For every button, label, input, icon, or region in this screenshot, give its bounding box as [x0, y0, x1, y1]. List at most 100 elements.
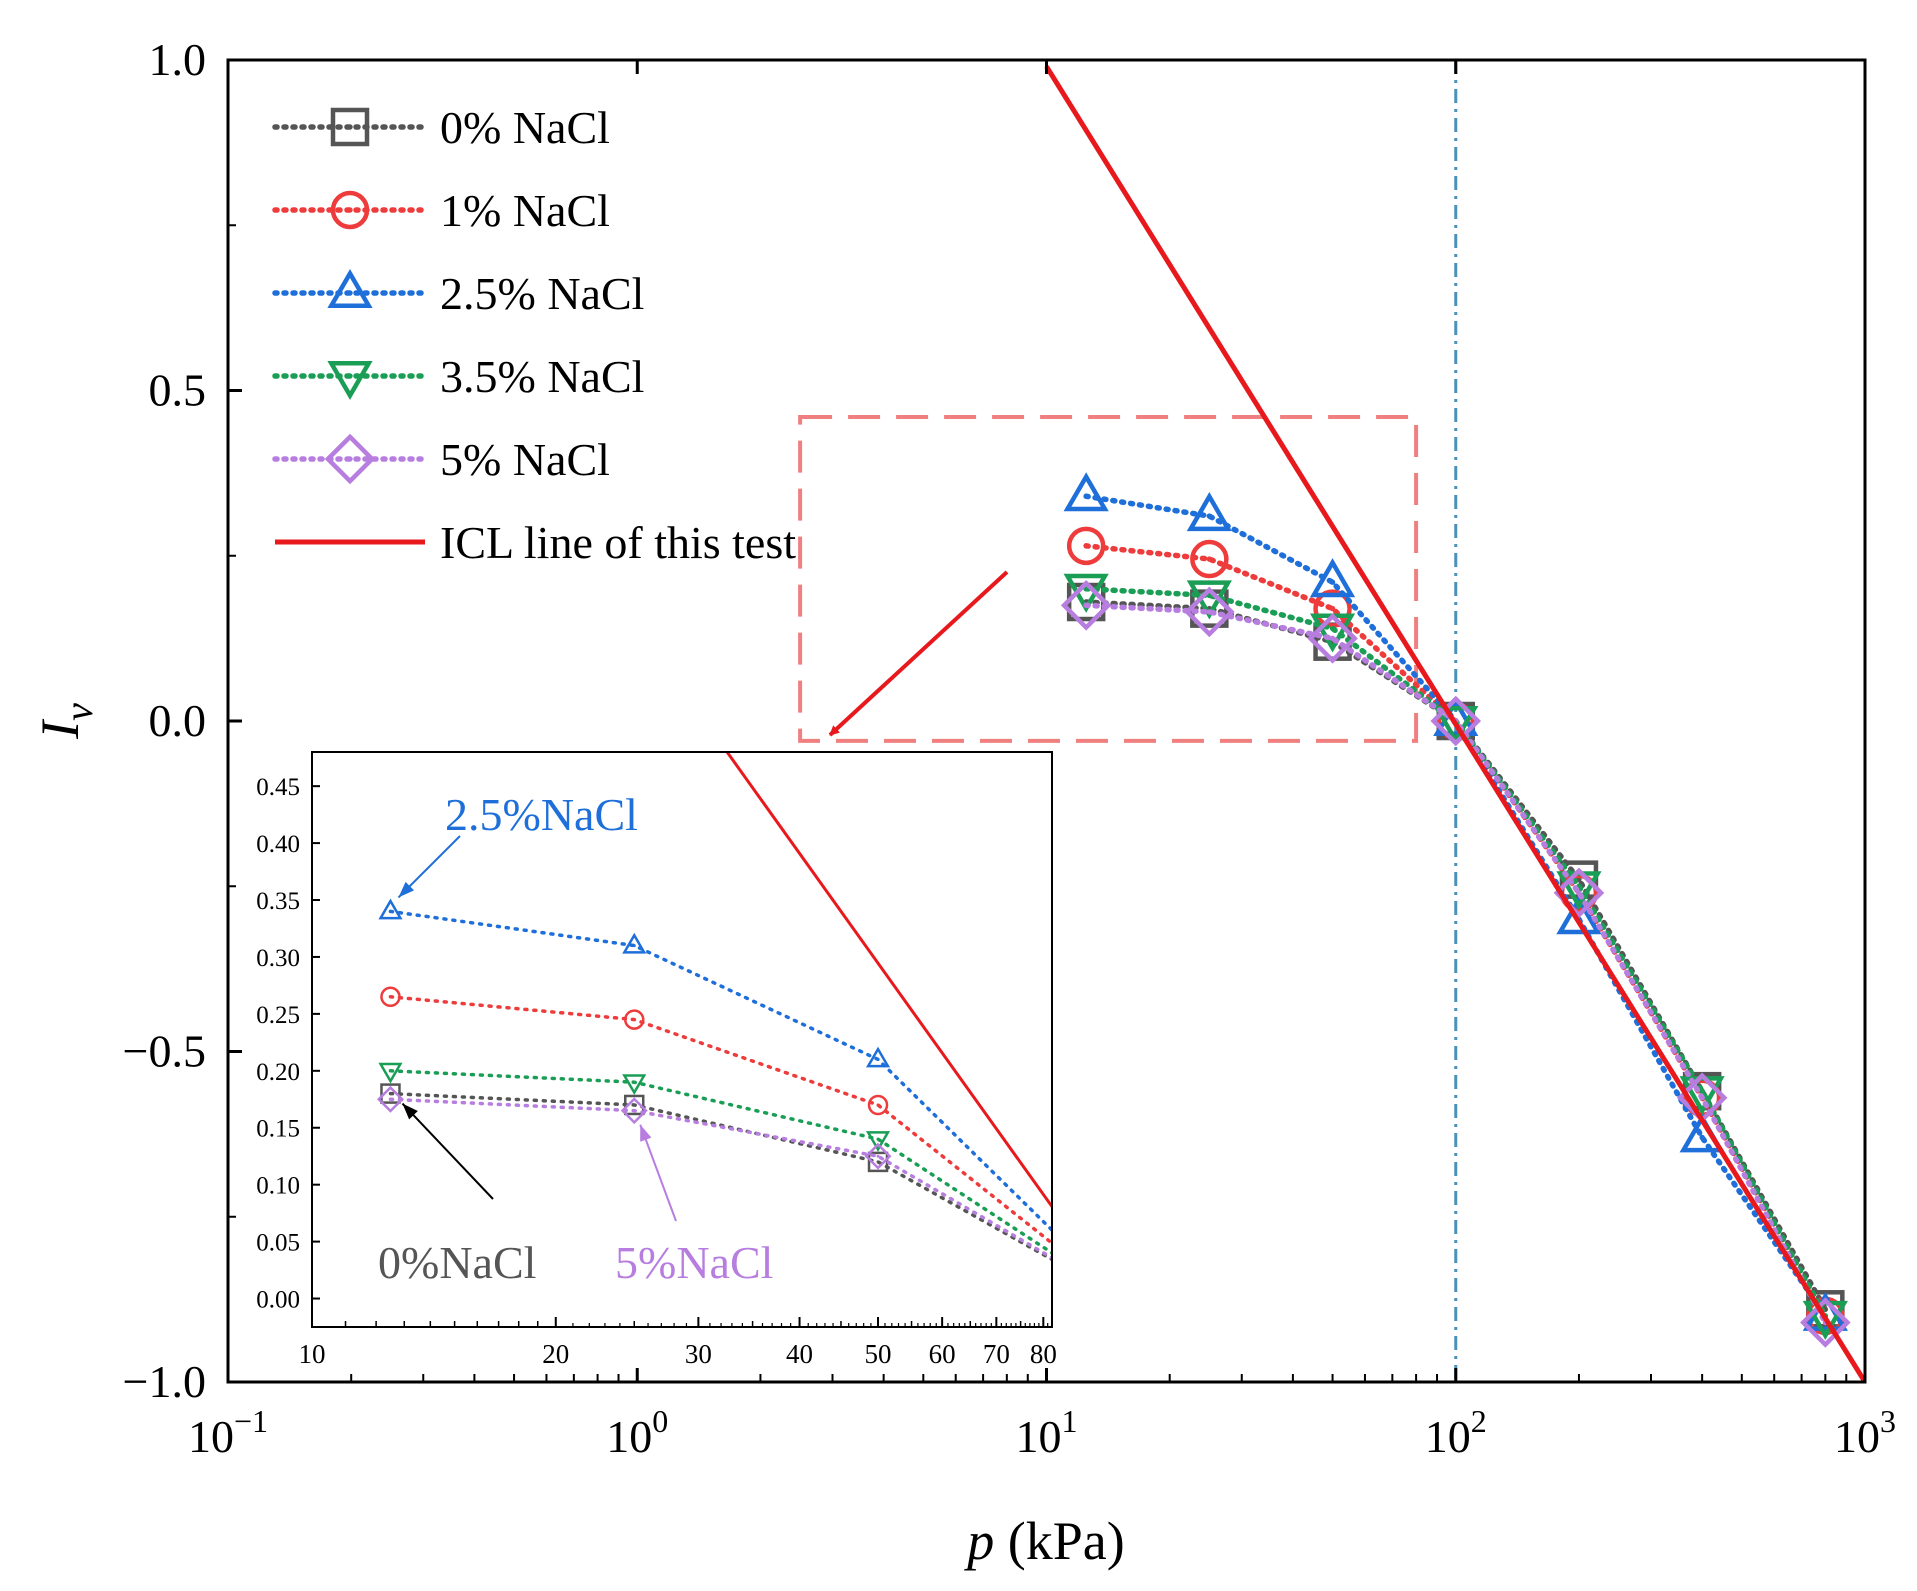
inset-series-0-point-2-dot [876, 1160, 880, 1164]
inset-x-tick-label-6: 70 [983, 1339, 1010, 1369]
main-series-2-point-0-dot [1083, 493, 1089, 499]
inset-arrow-5-nacl-shaft [639, 1124, 677, 1222]
inset-y-tick-label-8: 0.40 [256, 831, 300, 858]
main-series-1-point-0-shape [1066, 526, 1106, 566]
inset-series-2-point-3-dot [1120, 1297, 1123, 1300]
legend-label-4: 5% NaCl [440, 434, 610, 485]
main-x-tick-label-0: 10−1 [188, 1403, 268, 1462]
inset-arrow-5-nacl-head [640, 1124, 652, 1142]
legend-label-2: 2.5% NaCl [440, 268, 644, 319]
main-series-4-point-0-shape [1060, 580, 1112, 631]
inset-series-3-point-0-dot [388, 1069, 392, 1073]
main-y-tick-label-2: 0.0 [149, 695, 207, 746]
main-x-tick-label-2: 101 [1016, 1403, 1078, 1462]
inset-series-0-point-0-dot [388, 1092, 392, 1096]
main-x-tick-label-4: 103 [1834, 1403, 1896, 1462]
main-series-1-point-2-shape [1313, 589, 1352, 628]
inset-series-0-point-3-dot [1120, 1297, 1123, 1300]
main-series-4-point-0 [1060, 580, 1112, 631]
main-series-4-point-5-dot [1699, 1095, 1705, 1101]
main-series-4-point-4 [1553, 867, 1605, 919]
legend-marker-3-dot [347, 373, 353, 379]
inset-x-tick-label-4: 50 [865, 1339, 892, 1369]
legend-marker-0-shape [330, 107, 370, 147]
inset-series-1-point-3 [1113, 1290, 1131, 1308]
main-icl-line-path [1044, 65, 1865, 1382]
inset-y-ticks: 0.00 0.05 0.10 0.15 0.20 0.25 0.30 0.35 0.40 0.45 [256, 774, 320, 1314]
main-series-4-point-6-shape [1800, 1297, 1851, 1348]
main-y-tick-label-0: 1.0 [149, 34, 207, 85]
legend-item-0: 0% NaCl [272, 102, 610, 153]
inset-annotation-5-nacl: 5%NaCl [615, 1237, 773, 1288]
inset-arrow-5-nacl [639, 1124, 677, 1222]
main-series-4-point-2 [1307, 613, 1358, 664]
inset-x-tick-label-0: 10 [299, 1339, 326, 1369]
main-x-tick-exp-3: 2 [1471, 1403, 1487, 1439]
inset-y-tick-label-4: 0.20 [256, 1059, 300, 1086]
inset-series-2-point-0-dot [388, 909, 392, 913]
legend-label-1: 1% NaCl [440, 185, 610, 236]
main-series-2-point-1-shape [1186, 492, 1232, 532]
main-series-4-point-3-shape [1430, 695, 1482, 747]
main-series-2-point-2 [1309, 558, 1356, 598]
main-y-tick-label-3: −0.5 [123, 1026, 206, 1077]
main-series-2-point-0 [1063, 472, 1109, 512]
inset-series-3-point-0-shape [378, 1062, 403, 1084]
x-axis-label: p (kPa) [963, 1511, 1124, 1571]
main-series-1-point-1-shape [1190, 539, 1229, 579]
inset-series-4-point-3 [1110, 1287, 1133, 1310]
inset-annotations: 2.5%NaCl 0%NaCl 5%NaCl [378, 789, 773, 1288]
legend-marker-4 [324, 433, 376, 485]
main-x-tick-base-2: 10 [1016, 1411, 1062, 1462]
main-y-ticks: 1.0 0.5 0.0 −0.5 −1.0 [123, 34, 242, 1407]
inset-arrow-2-5-nacl [397, 835, 461, 899]
inset-series-1-point-2-dot [876, 1103, 880, 1107]
inset-series-2-point-1-shape [622, 932, 647, 954]
inset-arrow-0-nacl-head [402, 1103, 418, 1120]
x-axis-label-unit: (kPa) [994, 1511, 1124, 1571]
inset-series-4-point-2-shape [864, 1142, 892, 1170]
main-x-tick-label-3: 102 [1425, 1403, 1487, 1462]
inset-series-2-point-1 [622, 932, 647, 954]
legend-item-4: 5% NaCl [272, 433, 610, 485]
legend-marker-2-dot [347, 290, 353, 296]
inset-arrow-0-nacl-shaft [401, 1102, 494, 1200]
inset-series-0-point-3-shape [1113, 1290, 1131, 1308]
main-y-tick-label-4: −1.0 [123, 1356, 206, 1407]
inset-icl-line [725, 752, 1052, 1210]
inset-series-0-point-3 [1113, 1290, 1131, 1308]
main-series-4-point-0-dot [1083, 602, 1089, 609]
inset-x-tick-label-5: 60 [929, 1339, 956, 1369]
main-series-4-point-2-dot [1329, 635, 1336, 642]
inset-series-4-point-2-dot [876, 1154, 880, 1158]
inset-series-1-point-3-dot [1120, 1297, 1123, 1300]
inset-series-1-line [388, 995, 1052, 1246]
main-series-2-point-5-dot [1699, 1134, 1705, 1141]
inset-arrow-2-5-nacl-head [398, 881, 415, 898]
inset-plot-frame [311, 751, 1053, 1328]
inset-series-3-point-1-dot [632, 1080, 636, 1084]
inset-series-2-point-2-shape [865, 1046, 891, 1068]
inset-y-tick-label-5: 0.25 [256, 1002, 300, 1029]
inset-chart: 10 20 30 40 50 60 70 80 0.00 0.05 0.10 0.15 0.20 0.2… [256, 751, 1133, 1369]
inset-series-3-point-3-shape [1112, 1292, 1132, 1309]
legend-label-icl: ICL line of this test [440, 517, 796, 568]
y-axis-label: Iv [30, 703, 101, 740]
main-series-4-point-2-shape [1307, 613, 1358, 664]
inset-series-1-point-1-shape [623, 1009, 645, 1030]
inset-x-tick-label-7: 80 [1030, 1339, 1057, 1369]
main-series-2-point-0-shape [1063, 472, 1109, 512]
inset-series-4-point-0-dot [388, 1097, 392, 1101]
inset-series-0-point-0 [380, 1083, 401, 1104]
main-series-1-point-2 [1313, 589, 1352, 628]
main-series-3-point-2-dot [1329, 625, 1336, 632]
inset-series-4-line [388, 1097, 1052, 1260]
y-axis-label-main: I [30, 718, 90, 740]
inset-annotation-0-nacl: 0%NaCl [378, 1237, 536, 1288]
inset-x-tick-label-3: 40 [786, 1339, 813, 1369]
inset-series-2-point-0-shape [378, 898, 403, 920]
inset-series-2 [378, 898, 1123, 1300]
main-x-tick-base-1: 10 [606, 1411, 652, 1462]
inset-y-tick-label-7: 0.35 [256, 888, 300, 915]
inset-background [312, 752, 1052, 1327]
